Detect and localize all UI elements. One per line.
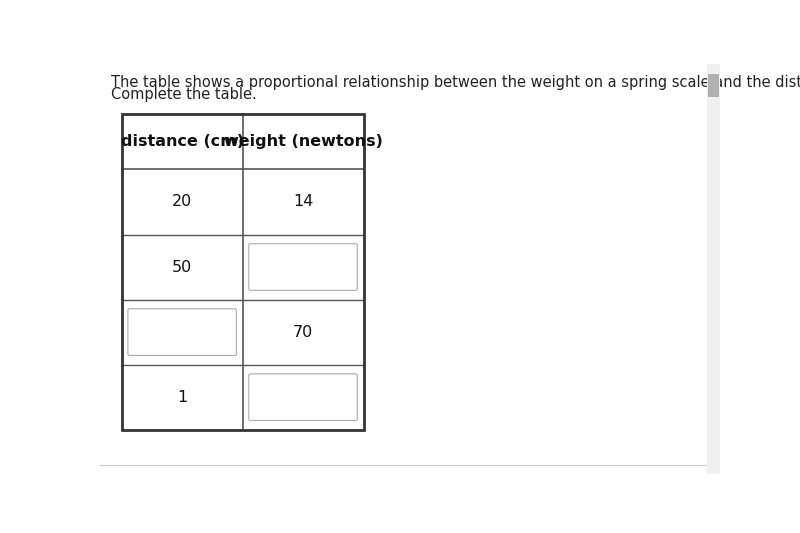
Text: 20: 20 bbox=[172, 195, 192, 209]
Bar bbox=[708, 74, 719, 97]
Text: 50: 50 bbox=[172, 260, 192, 274]
Bar bbox=[122, 114, 363, 430]
Text: Complete the table.: Complete the table. bbox=[111, 87, 257, 102]
Bar bbox=[707, 64, 720, 474]
Text: 14: 14 bbox=[293, 195, 314, 209]
Text: distance (cm): distance (cm) bbox=[121, 134, 244, 149]
Text: 70: 70 bbox=[293, 325, 313, 340]
FancyBboxPatch shape bbox=[249, 374, 358, 421]
Text: The table shows a proportional relationship between the weight on a spring scale: The table shows a proportional relations… bbox=[111, 75, 800, 90]
Text: weight (newtons): weight (newtons) bbox=[224, 134, 382, 149]
Text: 1: 1 bbox=[177, 390, 187, 405]
FancyBboxPatch shape bbox=[249, 244, 358, 290]
FancyBboxPatch shape bbox=[128, 309, 237, 356]
